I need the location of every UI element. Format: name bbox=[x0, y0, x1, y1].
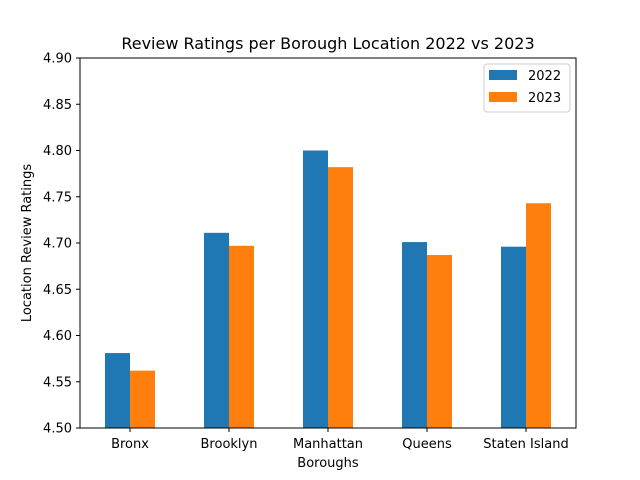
x-tick-label: Bronx bbox=[111, 437, 149, 452]
x-tick-label: Brooklyn bbox=[201, 437, 258, 452]
y-tick-label: 4.90 bbox=[43, 52, 72, 67]
y-tick-label: 4.85 bbox=[43, 98, 72, 113]
bars-layer bbox=[105, 150, 551, 428]
bar-2023-staten-island bbox=[526, 203, 551, 428]
x-tick-label: Staten Island bbox=[483, 437, 568, 452]
x-axis-title: Boroughs bbox=[297, 456, 359, 471]
bar-2023-manhattan bbox=[328, 167, 353, 428]
bar-2022-staten-island bbox=[501, 246, 526, 428]
x-tick-label: Manhattan bbox=[293, 437, 363, 452]
y-axis-title: Location Review Ratings bbox=[20, 164, 35, 323]
y-tick-label: 4.50 bbox=[43, 422, 72, 437]
x-tick-label: Queens bbox=[402, 437, 452, 452]
legend-swatch bbox=[489, 92, 517, 102]
bar-2022-bronx bbox=[105, 353, 130, 428]
bar-2023-bronx bbox=[130, 370, 155, 428]
bar-2022-queens bbox=[402, 242, 427, 428]
y-tick-label: 4.60 bbox=[43, 329, 72, 344]
y-tick-label: 4.70 bbox=[43, 237, 72, 252]
legend-label: 2022 bbox=[528, 69, 561, 84]
legend: 2022 2023 bbox=[483, 63, 571, 113]
y-tick-label: 4.80 bbox=[43, 144, 72, 159]
y-tick-label: 4.65 bbox=[43, 283, 72, 298]
bar-2023-queens bbox=[427, 255, 452, 428]
y-axis: 4.50 4.55 4.60 4.65 4.70 4.75 4.80 4.85 4.90 bbox=[43, 52, 80, 437]
x-axis: Bronx Brooklyn Manhattan Queens Staten Islan… bbox=[111, 428, 569, 452]
bar-2023-brooklyn bbox=[229, 245, 254, 428]
legend-label: 2023 bbox=[528, 91, 561, 106]
bar-2022-manhattan bbox=[303, 150, 328, 428]
bar-2022-brooklyn bbox=[204, 232, 229, 428]
y-tick-label: 4.55 bbox=[43, 375, 72, 390]
plot-frame bbox=[79, 57, 577, 429]
legend-swatch bbox=[489, 70, 517, 80]
chart-title: Review Ratings per Borough Location 2022… bbox=[121, 34, 534, 53]
y-tick-label: 4.75 bbox=[43, 190, 72, 205]
